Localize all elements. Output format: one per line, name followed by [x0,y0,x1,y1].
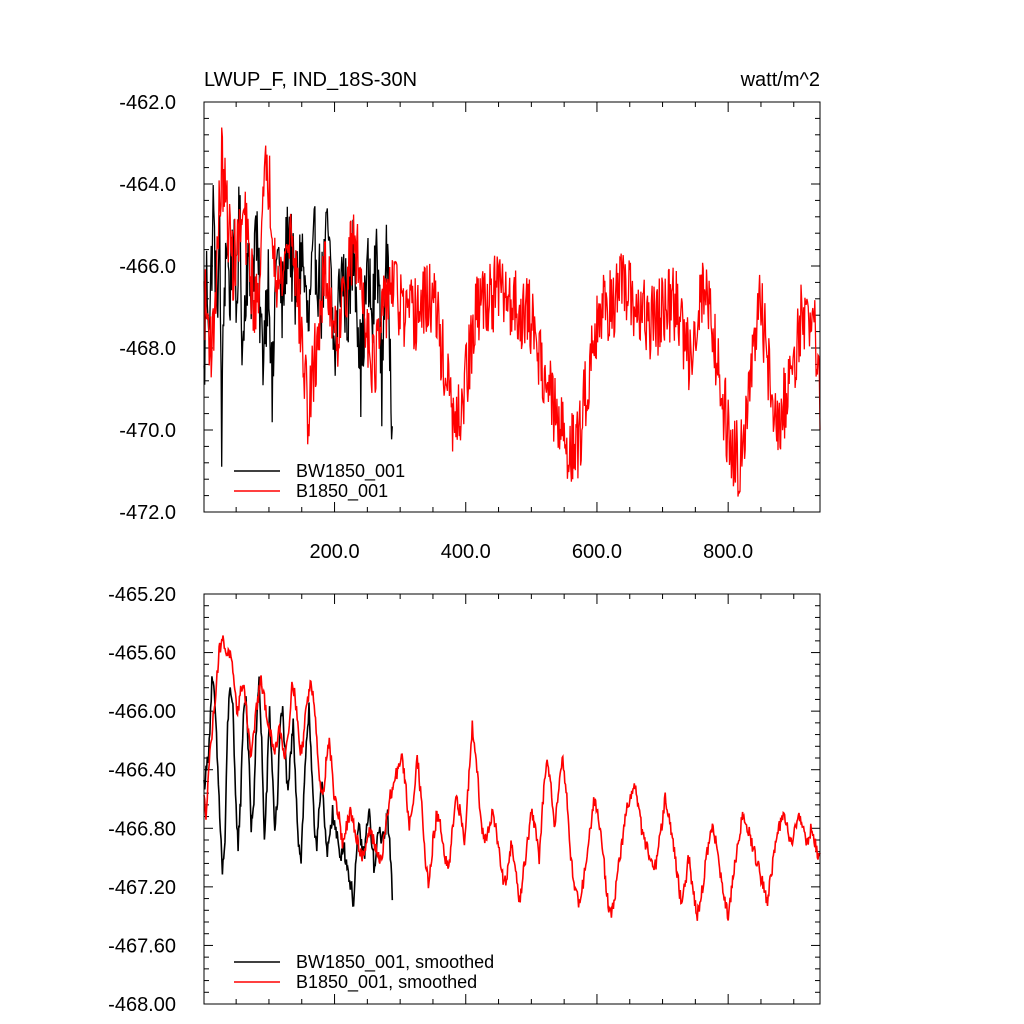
top-ticks: -462.0 -464.0 -466.0 -468.0 -470.0 -472.0 200.… [119,92,820,563]
top-legend: BW1850_001 B1850_001 [234,461,405,502]
y-tick-label: -462.0 [119,92,176,114]
y-tick-label: -468.00 [108,994,176,1016]
x-tick-label: 800.0 [703,541,753,563]
y-tick-label: -466.00 [108,701,176,723]
y-tick-label: -472.0 [119,502,176,524]
top-title-right: watt/m^2 [740,69,820,91]
y-tick-label: -470.0 [119,420,176,442]
y-tick-label: -464.0 [119,174,176,196]
y-tick-label: -465.60 [108,643,176,665]
top-title-left: LWUP_F, IND_18S-30N [204,69,417,91]
series-line-b1850-smoothed [203,635,821,921]
series-line-b1850 [203,127,821,497]
bottom-ticks: -465.20 -465.60 -466.00 -466.40 -466.80 -467.… [108,584,820,1016]
y-tick-label: -465.20 [108,584,176,606]
x-tick-label: 600.0 [572,541,622,563]
legend-label-bw1850: BW1850_001 [296,461,405,482]
top-plot-frame [203,101,821,513]
bottom-panel: -465.20 -465.60 -466.00 -466.40 -466.80 -467.… [108,584,821,1016]
legend-label-b1850-smoothed: B1850_001, smoothed [296,972,477,993]
x-tick-label: 400.0 [441,541,491,563]
series-line-bw1850 [203,184,393,467]
top-panel: LWUP_F, IND_18S-30N watt/m^2 -462.0 -464.… [119,69,821,563]
y-tick-label: -466.0 [119,256,176,278]
bottom-series-group [203,635,821,921]
y-tick-label: -466.80 [108,818,176,840]
y-tick-label: -467.60 [108,935,176,957]
y-tick-label: -467.20 [108,877,176,899]
bottom-legend: BW1850_001, smoothed B1850_001, smoothed [234,952,494,993]
y-tick-label: -466.40 [108,760,176,782]
legend-label-b1850: B1850_001 [296,481,388,502]
legend-label-bw1850-smoothed: BW1850_001, smoothed [296,952,494,973]
bottom-plot-frame [203,593,821,1005]
top-series-group [203,127,821,497]
series-line-bw1850-smoothed [203,676,394,907]
x-tick-label: 200.0 [310,541,360,563]
y-tick-label: -468.0 [119,338,176,360]
